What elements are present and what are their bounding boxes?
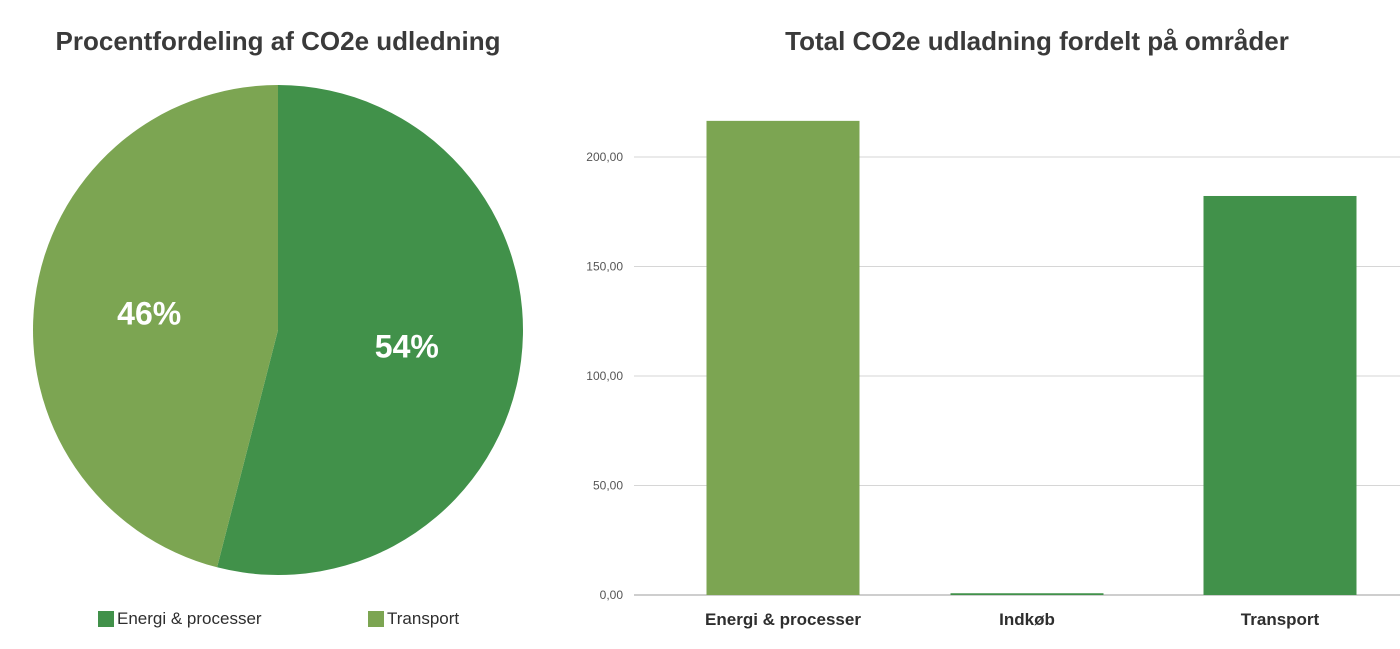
pie-slice-energi-processer bbox=[217, 85, 524, 575]
pie-chart-title: Procentfordeling af CO2e udledning bbox=[55, 26, 501, 56]
y-tick-label: 0,00 bbox=[600, 588, 624, 602]
pie-label-energi-processer: 54% bbox=[375, 328, 439, 364]
legend-label-transport: Transport bbox=[387, 609, 460, 628]
y-tick-label: 50,00 bbox=[593, 479, 623, 493]
y-tick-label: 100,00 bbox=[586, 369, 623, 383]
x-tick-label-energi-processer: Energi & processer bbox=[705, 610, 861, 629]
bar-energi-processer bbox=[706, 120, 860, 596]
legend-swatch-energi bbox=[98, 611, 114, 627]
legend-item-energi: Energi & processer bbox=[98, 609, 262, 629]
bar-indkøb bbox=[950, 593, 1104, 595]
bar-transport bbox=[1203, 195, 1357, 595]
legend-item-transport: Transport bbox=[368, 609, 459, 629]
legend-label-energi: Energi & processer bbox=[117, 609, 262, 628]
legend-swatch-transport bbox=[368, 611, 384, 627]
pie-label-transport: 46% bbox=[117, 296, 181, 332]
pie-chart: 54% 46% bbox=[33, 85, 524, 575]
y-tick-label: 150,00 bbox=[586, 260, 623, 274]
y-tick-label: 200,00 bbox=[586, 150, 623, 164]
x-tick-label-transport: Transport bbox=[1241, 610, 1320, 629]
x-tick-label-indkøb: Indkøb bbox=[999, 610, 1055, 629]
bar-chart-title: Total CO2e udladning fordelt på områder bbox=[785, 26, 1289, 56]
pie-slice-transport bbox=[33, 85, 279, 568]
